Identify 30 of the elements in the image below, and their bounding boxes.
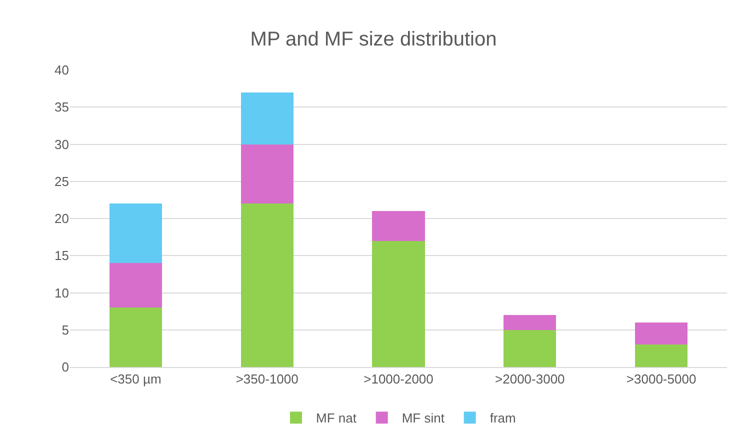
bar (504, 315, 556, 330)
x-tick-label: >350-1000 (236, 372, 298, 387)
bar (240, 92, 294, 144)
legend-label: MF sint (402, 410, 445, 426)
y-tick-label: 10 (54, 285, 69, 300)
bar (372, 240, 425, 367)
x-tick-label: >2000-3000 (495, 372, 565, 387)
y-tick-label: 15 (54, 248, 69, 264)
legend-label: fram (490, 410, 516, 426)
x-tick-label: <350 µm (110, 372, 162, 387)
y-tick-label: 5 (62, 322, 69, 338)
x-tick-label: >1000-2000 (364, 372, 434, 387)
y-tick-label: 25 (54, 174, 69, 189)
y-tick-label: 0 (62, 360, 69, 375)
legend-label: MF nat (316, 410, 357, 426)
y-tick-label: 40 (54, 62, 69, 78)
bar (372, 211, 425, 241)
chart-title: MP and MF size distribution (250, 28, 497, 50)
bar (504, 330, 556, 367)
y-tick-label: 35 (54, 100, 69, 115)
bar (240, 144, 294, 204)
x-tick-label: >3000-5000 (626, 372, 696, 387)
bar (635, 322, 688, 345)
bar (635, 344, 688, 367)
y-tick-label: 20 (54, 211, 69, 226)
bar (109, 204, 162, 264)
bar (109, 263, 162, 308)
bar (109, 308, 162, 367)
y-tick-label: 30 (54, 136, 69, 152)
bar (240, 204, 294, 367)
